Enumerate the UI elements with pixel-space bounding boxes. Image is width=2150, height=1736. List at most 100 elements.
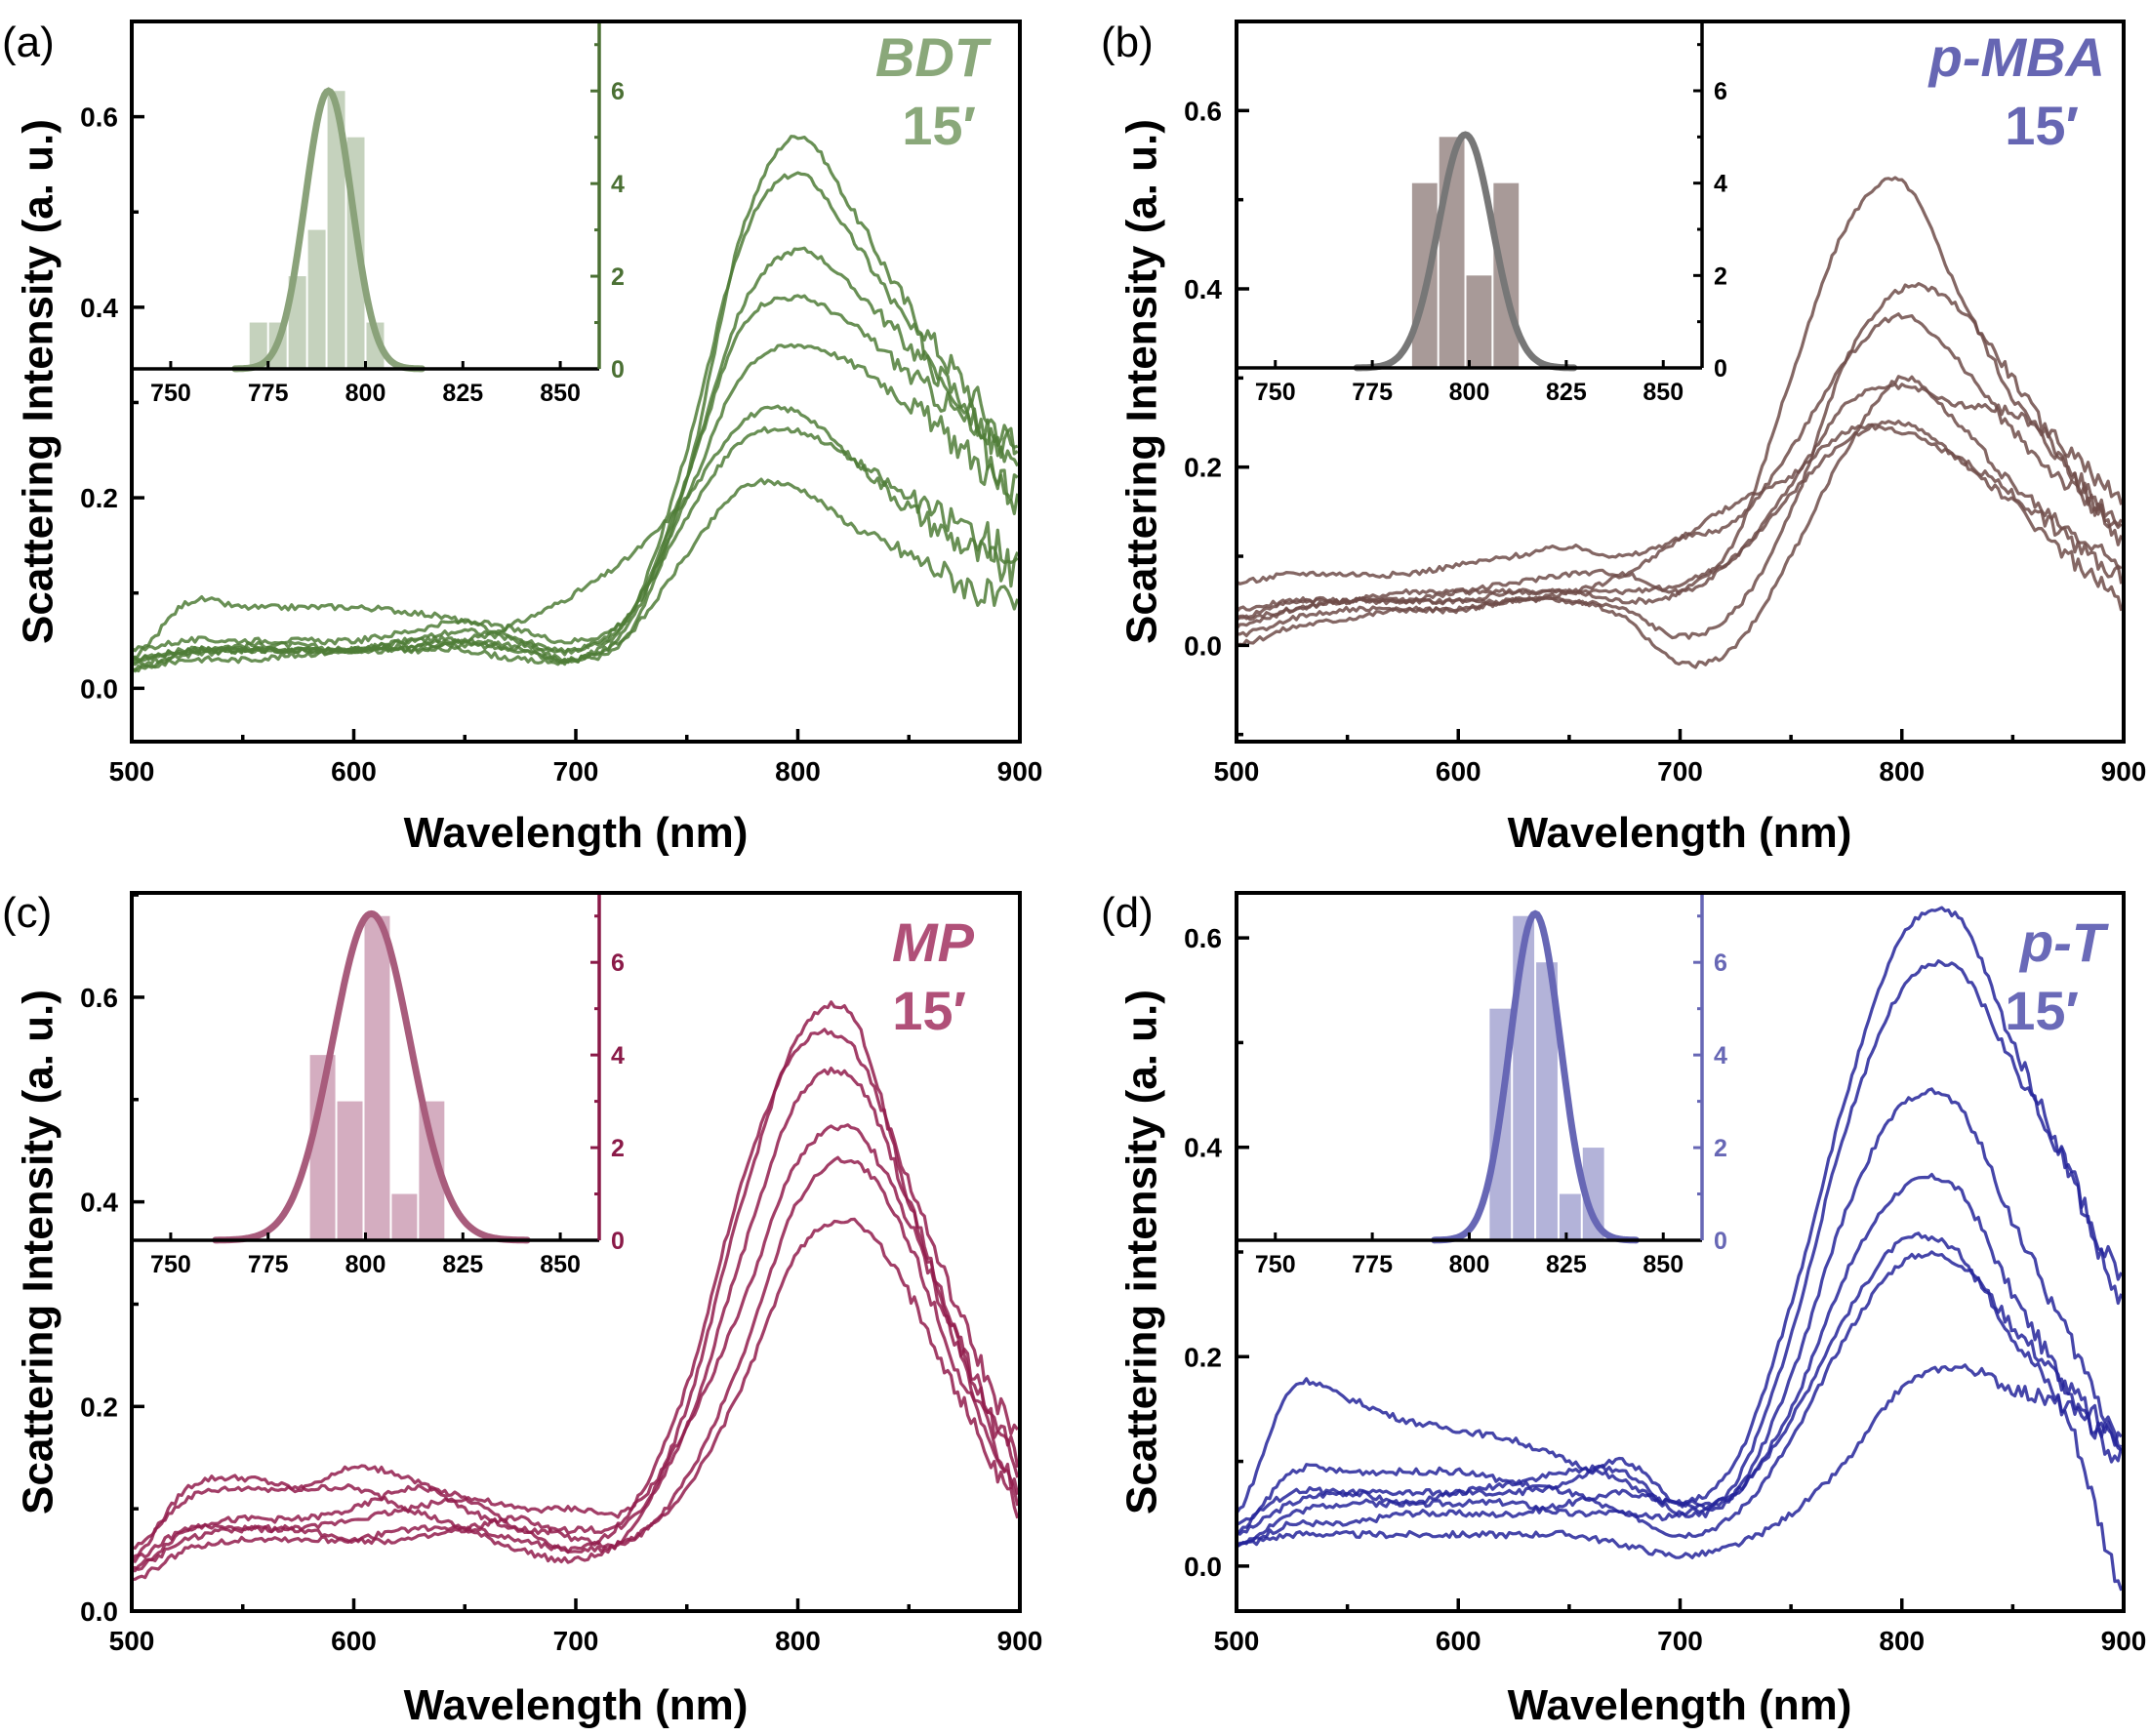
spectrum-line-7 <box>1236 1363 2123 1559</box>
y-tick-label: 0.4 <box>80 293 118 323</box>
inset-y-tick-label: 0 <box>611 1228 625 1255</box>
spectrum-line-5 <box>131 1155 1020 1563</box>
inset-x-tick-label: 850 <box>1643 379 1683 406</box>
x-tick-label: 900 <box>997 1626 1043 1656</box>
spectrum-line-4 <box>1235 383 2124 630</box>
time-label: 15′ <box>902 95 976 156</box>
inset-x-tick-label: 800 <box>345 1251 386 1278</box>
y-tick-label: 0.0 <box>80 673 118 704</box>
x-tick-label: 800 <box>1879 756 1925 787</box>
inset-x-tick-label: 800 <box>1449 1251 1490 1278</box>
histogram-bar-5 <box>1582 1148 1604 1240</box>
y-tick-label: 0.2 <box>1184 1342 1222 1372</box>
histogram-bar-4 <box>1493 182 1520 368</box>
spectrum-line-8 <box>131 425 1019 666</box>
spectrum-line-6 <box>131 404 1020 663</box>
time-label: 15′ <box>2005 980 2079 1041</box>
inset-y-tick-label: 6 <box>611 949 625 977</box>
spectrum-line-5 <box>1236 1231 2124 1592</box>
x-tick-label: 800 <box>775 756 821 787</box>
inset-y-tick-label: 4 <box>611 1042 625 1070</box>
spectrum-line-3 <box>1235 1087 2123 1550</box>
spectrum-line-5 <box>131 343 1019 653</box>
y-tick-label: 0.2 <box>80 483 118 513</box>
time-label: 15′ <box>892 980 966 1041</box>
inset-y-tick-label: 2 <box>611 1135 625 1162</box>
sample-label: MP <box>892 911 975 973</box>
gaussian-fit-line <box>1431 909 1640 1244</box>
x-tick-label: 500 <box>1214 1626 1260 1656</box>
inset-x-tick-label: 750 <box>150 1251 191 1278</box>
sample-label: p-MBA <box>1927 26 2105 88</box>
histogram-bar-3 <box>1466 275 1492 368</box>
y-tick-label: 0.6 <box>1184 96 1222 126</box>
histogram-bar-4 <box>1559 1193 1581 1240</box>
x-tick-label: 700 <box>553 1626 599 1656</box>
inset-histogram: 750 775 800 825 850 0 2 4 6 <box>1237 21 1727 406</box>
inset-x-tick-label: 750 <box>150 380 191 407</box>
inset-x-tick-label: 750 <box>1255 379 1296 406</box>
x-tick-label: 600 <box>331 1626 377 1656</box>
spectrum-line-5 <box>1235 423 2124 613</box>
y-axis-title: Scattering Intensity (a. u.) <box>1118 119 1166 644</box>
inset-y-tick-label: 6 <box>1714 78 1727 105</box>
histogram-bar-5 <box>327 91 345 369</box>
y-tick-label: 0.6 <box>1184 923 1222 953</box>
spectra <box>130 1000 1020 1582</box>
inset-y-tick-label: 0 <box>1714 1228 1727 1255</box>
inset-x-tick-label: 775 <box>248 380 289 407</box>
spectrum-line-2 <box>131 1028 1019 1573</box>
x-tick-label: 600 <box>1436 756 1481 787</box>
panel-label: (a) <box>2 19 55 66</box>
spectrum-line-7 <box>131 477 1020 673</box>
x-axis-title: Wavelength (nm) <box>404 1681 749 1729</box>
panel-a: 750 775 800 825 850 0 2 4 6 500 600 700 800 900 0.0 0.2… <box>2 19 1042 857</box>
inset-histogram: 750 775 800 825 850 0 2 4 6 <box>132 893 625 1278</box>
spectrum-line-6 <box>131 1217 1020 1582</box>
histogram-bar-4 <box>391 1193 418 1240</box>
spectrum-line-7 <box>1237 375 2123 669</box>
spectrum-line-1 <box>1235 906 2124 1514</box>
inset-x-tick-label: 775 <box>1352 1251 1393 1278</box>
inset-y-tick-label: 6 <box>1714 949 1727 977</box>
histogram-bar-4 <box>307 229 326 369</box>
y-axis-title: Scattering Intensity (a. u.) <box>15 989 62 1514</box>
x-axis-title: Wavelength (nm) <box>1508 809 1852 857</box>
time-label: 15′ <box>2005 95 2079 156</box>
panel-label: (d) <box>1101 889 1154 937</box>
gaussian-fit-line <box>1353 131 1578 372</box>
spectrum-line-6 <box>1236 420 2124 622</box>
panel-c: 750 775 800 825 850 0 2 4 6 500 600 700 800 900 0.0 0.2… <box>2 889 1042 1729</box>
spectrum-line-6 <box>1236 1250 2123 1539</box>
inset-x-tick-label: 800 <box>1449 379 1490 406</box>
x-tick-label: 500 <box>1214 756 1260 787</box>
x-tick-label: 700 <box>1657 1626 1703 1656</box>
inset-x-tick-label: 850 <box>540 380 581 407</box>
inset-y-tick-label: 0 <box>1714 355 1727 383</box>
inset-histogram: 750 775 800 825 850 0 2 4 6 <box>1237 893 1727 1278</box>
x-tick-label: 500 <box>109 756 155 787</box>
x-tick-label: 700 <box>1657 756 1703 787</box>
inset-x-tick-label: 775 <box>248 1251 289 1278</box>
histogram-bar-2 <box>337 1101 363 1240</box>
gaussian-fit-line <box>212 909 531 1244</box>
y-tick-label: 0.2 <box>80 1392 118 1422</box>
inset-x-tick-label: 850 <box>540 1251 581 1278</box>
x-tick-label: 900 <box>997 756 1043 787</box>
y-tick-label: 0.4 <box>1184 274 1222 304</box>
sample-label: BDT <box>875 26 993 88</box>
inset-x-tick-label: 825 <box>442 380 483 407</box>
x-tick-label: 600 <box>1436 1626 1481 1656</box>
spectrum-line-4 <box>131 1123 1020 1571</box>
y-tick-label: 0.4 <box>1184 1133 1222 1163</box>
gaussian-fit-line <box>231 87 426 373</box>
spectra <box>131 135 1020 673</box>
histogram-bar-1 <box>1411 182 1438 368</box>
y-axis-title: Scattering intensity (a. u.) <box>1118 989 1166 1514</box>
inset-background <box>132 21 599 369</box>
x-tick-label: 900 <box>2101 756 2147 787</box>
inset-y-tick-label: 0 <box>611 356 625 384</box>
spectra <box>1235 176 2124 669</box>
panel-d: 750 775 800 825 850 0 2 4 6 500 600 700 800 900 0.0 0.2… <box>1101 889 2146 1729</box>
